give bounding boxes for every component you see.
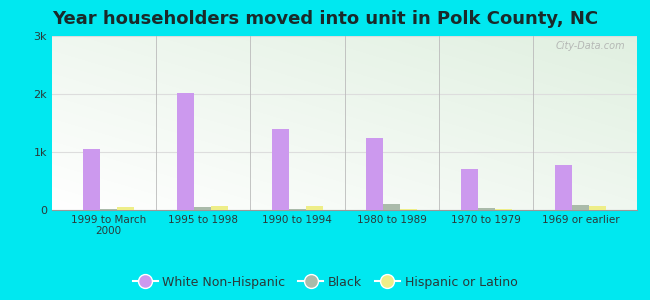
- Bar: [83, 149, 100, 210]
- Bar: [100, 209, 117, 210]
- Bar: [306, 206, 323, 210]
- Bar: [366, 137, 384, 210]
- Bar: [400, 209, 417, 210]
- Bar: [555, 165, 572, 210]
- Text: Year householders moved into unit in Polk County, NC: Year householders moved into unit in Pol…: [52, 11, 598, 28]
- Bar: [478, 208, 495, 210]
- Bar: [117, 206, 134, 210]
- Bar: [289, 209, 306, 210]
- Bar: [495, 209, 512, 210]
- Bar: [272, 129, 289, 210]
- Legend: White Non-Hispanic, Black, Hispanic or Latino: White Non-Hispanic, Black, Hispanic or L…: [127, 271, 523, 294]
- Bar: [461, 169, 478, 210]
- Text: City-Data.com: City-Data.com: [556, 41, 625, 51]
- Bar: [211, 206, 228, 210]
- Bar: [572, 206, 589, 210]
- Bar: [177, 93, 194, 210]
- Bar: [589, 206, 606, 210]
- Bar: [194, 206, 211, 210]
- Bar: [384, 204, 400, 210]
